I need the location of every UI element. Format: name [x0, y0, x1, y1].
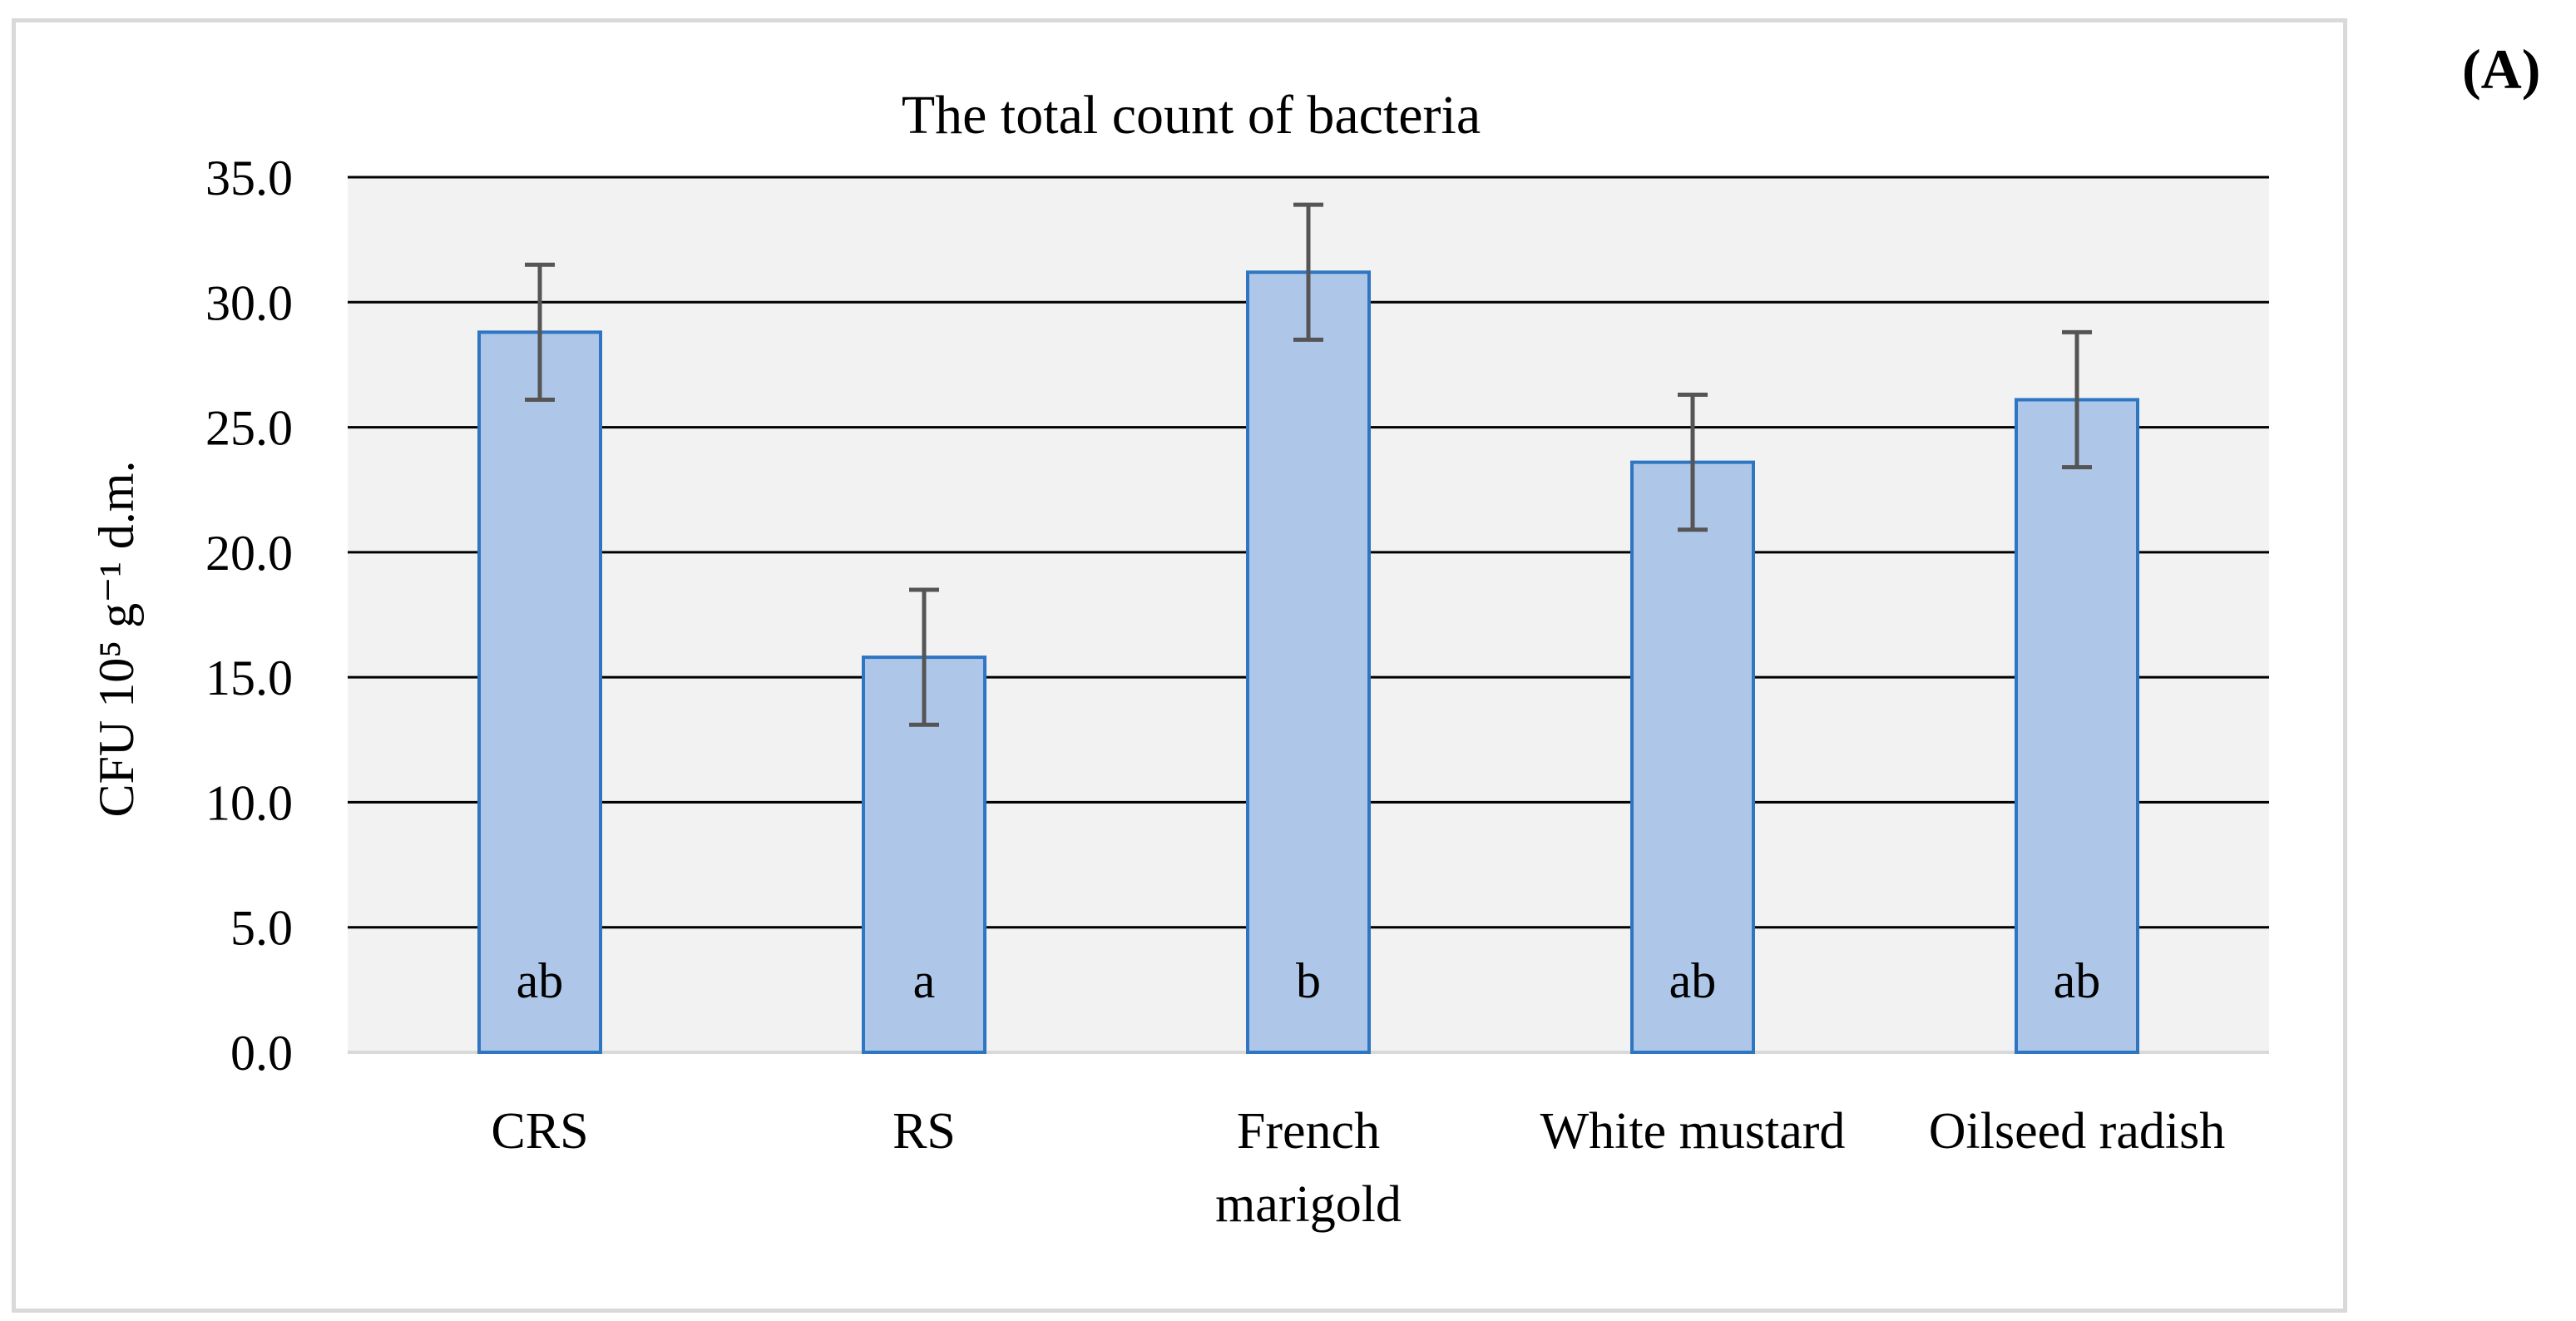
group-letters: ab a b ab ab [517, 953, 2101, 1008]
error-bar [1678, 392, 1708, 532]
y-tick-label: 20.0 [205, 526, 293, 581]
y-axis-label: CFU 10⁵ g⁻¹ d.m. [89, 461, 144, 818]
y-tick-label: 5.0 [230, 901, 293, 956]
error-bars [525, 202, 2092, 727]
panel-label: (A) [2462, 37, 2541, 101]
error-bar [2062, 329, 2092, 470]
x-tick-label: White mustard [1540, 1103, 1846, 1160]
group-letter: a [913, 953, 936, 1008]
y-tick-label: 0.0 [230, 1026, 293, 1081]
bar [2015, 398, 2139, 1055]
group-letter: ab [517, 953, 564, 1008]
y-tick-label: 15.0 [205, 651, 293, 705]
y-tick-label: 30.0 [205, 275, 293, 330]
error-bar [525, 262, 555, 403]
x-tick-label: CRS [491, 1103, 588, 1160]
x-tick-label: RS [892, 1103, 956, 1160]
x-tick-label: French [1237, 1103, 1380, 1160]
bars [477, 270, 2139, 1055]
x-tick-label: Oilseed radish [1929, 1103, 2225, 1160]
bar [477, 330, 602, 1054]
bar [1630, 460, 1755, 1054]
error-bar [1293, 202, 1323, 342]
group-letter: ab [2054, 953, 2101, 1008]
error-bar [909, 587, 939, 727]
y-tick-labels: 0.0 5.0 10.0 15.0 20.0 25.0 30.0 35.0 [205, 151, 293, 1081]
y-tick-label: 35.0 [205, 151, 293, 205]
x-tick-label: marigold [1215, 1176, 1402, 1233]
y-tick-label: 25.0 [205, 401, 293, 456]
group-letter: ab [1669, 953, 1717, 1008]
group-letter: b [1296, 953, 1321, 1008]
bar [1246, 270, 1371, 1054]
y-tick-label: 10.0 [205, 775, 293, 830]
x-tick-labels: CRS RS French marigold White mustard Oilseed … [491, 1103, 2225, 1233]
chart-title: The total count of bacteria [902, 85, 1481, 146]
